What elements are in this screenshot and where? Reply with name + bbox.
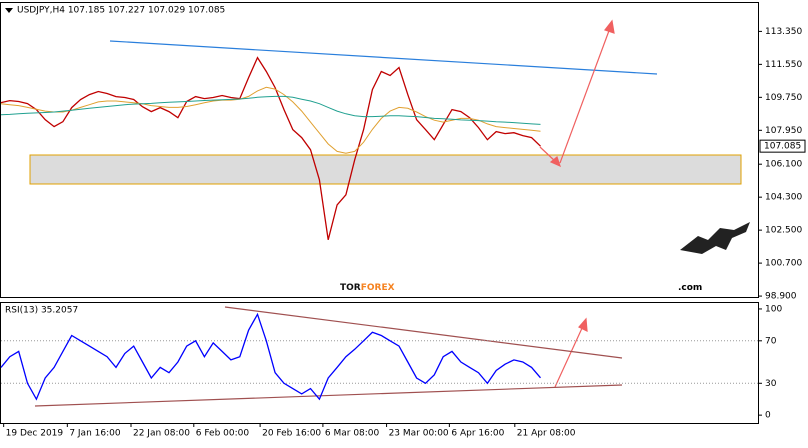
watermark-domain: .com [678, 283, 702, 293]
price-marker-label: 107.085 [764, 142, 801, 152]
bull-icon [680, 222, 750, 254]
series-line [0, 56, 541, 240]
watermark-part: TOR [340, 283, 361, 293]
y-tick-label: 113.350 [765, 27, 802, 37]
y-tick-label: 106.100 [765, 160, 802, 170]
x-tick-label: 19 Dec 2019 [6, 429, 64, 439]
x-tick-label: 20 Feb 16:00 [262, 429, 321, 439]
symbol-header: USDJPY,H4 107.185 107.227 107.029 107.08… [17, 6, 225, 16]
y-tick-label: 104.300 [765, 193, 802, 203]
price-marker [759, 139, 806, 153]
forecast-arrows [539, 19, 615, 388]
menu-icon [5, 8, 13, 13]
x-tick-label: 22 Jan 08:00 [133, 429, 190, 439]
series-line [0, 95, 541, 125]
y-tick-label: 111.550 [765, 60, 802, 70]
x-tick-label: 6 Apr 16:00 [451, 429, 504, 439]
y-tick-label: 100.700 [765, 259, 802, 269]
watermark: TORFOREX [340, 283, 395, 293]
y-tick-label: 100 [765, 304, 782, 314]
x-tick-label: 6 Feb 00:00 [196, 429, 250, 439]
y-tick-label: 109.750 [765, 93, 802, 103]
y-tick-label: 98.900 [765, 292, 797, 302]
panel-title: RSI(13) 35.2057 [5, 306, 78, 316]
watermark-part: FOREX [361, 283, 395, 293]
support-zone [29, 154, 742, 185]
y-tick-label: 70 [765, 336, 777, 346]
y-tick-label: 102.500 [765, 226, 802, 236]
price-panel [0, 2, 759, 298]
y-tick-label: 0 [765, 411, 771, 421]
x-tick-label: 21 Apr 08:00 [517, 429, 576, 439]
y-tick-label: 107.950 [765, 126, 802, 136]
series-line [0, 86, 541, 154]
rsi-trend-line [224, 306, 623, 359]
x-tick-label: 6 Mar 08:00 [325, 429, 380, 439]
trend-line [109, 40, 658, 75]
rsi-trend-line [34, 384, 623, 407]
x-tick-label: 7 Jan 16:00 [69, 429, 121, 439]
series-line [0, 312, 541, 401]
x-tick-label: 23 Mar 00:00 [389, 429, 449, 439]
y-tick-label: 30 [765, 379, 777, 389]
rsi-panel [0, 302, 759, 424]
